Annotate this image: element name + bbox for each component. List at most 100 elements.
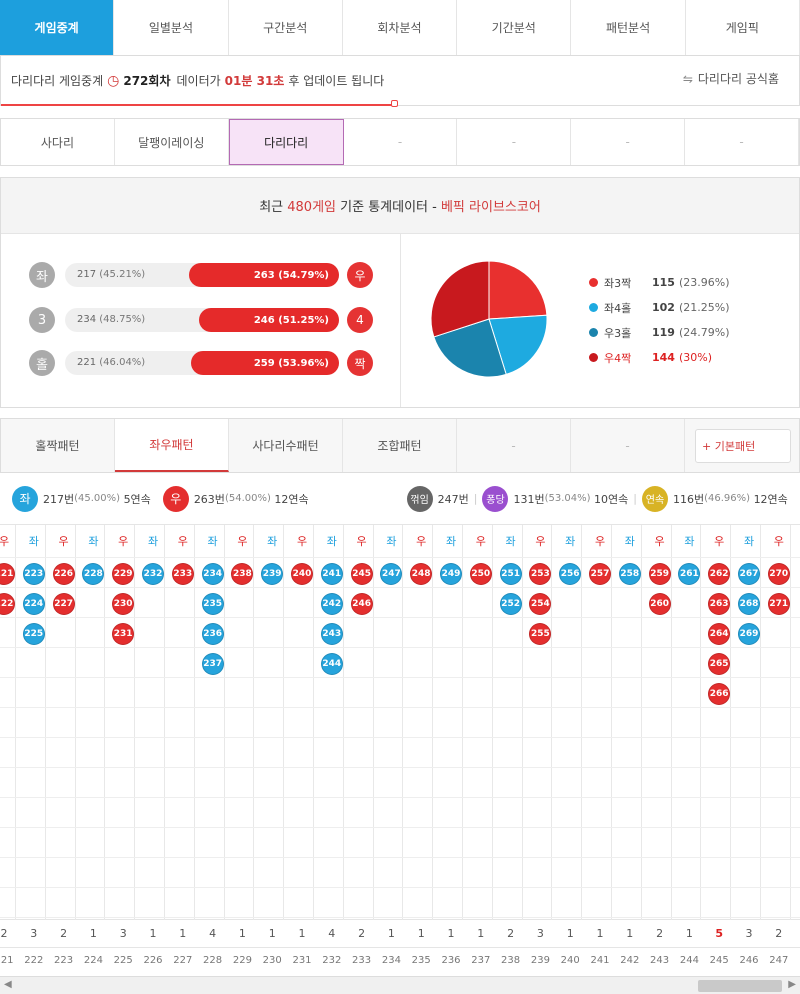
ratio-fill: 263 (54.79%) (188, 263, 339, 287)
round-number: 239 (530, 955, 550, 966)
ptab-leftright[interactable]: 좌우패턴 (115, 419, 229, 472)
round-number: 233 (352, 955, 372, 966)
result-ball: 251 (499, 563, 522, 585)
scroll-right-icon[interactable]: ▶ (788, 979, 796, 990)
ratio-track: 234 (48.75%) 246 (51.25%) (65, 308, 339, 332)
grid-vline (313, 525, 314, 920)
result-ball: 234 (201, 563, 224, 585)
column-header: 우 (356, 535, 367, 548)
round-number: 247 (769, 955, 789, 966)
legend-dot (589, 353, 598, 362)
right-circle: 짝 (347, 350, 373, 376)
column-header: 우 (237, 535, 248, 548)
tab-period[interactable]: 기간분석 (457, 0, 572, 55)
result-ball: 268 (738, 593, 760, 615)
column-header: 좌 (386, 535, 397, 548)
legend-value: 119 (652, 326, 675, 339)
grid-hline (0, 557, 800, 558)
tab-daily[interactable]: 일별분석 (114, 0, 229, 55)
grid-hline (0, 707, 800, 708)
tab-pick[interactable]: 게임픽 (685, 0, 800, 55)
right-circle: 4 (347, 307, 373, 333)
ptab-laddercount[interactable]: 사다리수패턴 (229, 419, 343, 472)
pong-pct: (53.04%) (544, 493, 591, 504)
legend-item: 우4짝 144 (30%) (589, 345, 730, 370)
grid-vline (611, 525, 612, 920)
grid-vline (730, 525, 732, 920)
column-header: 좌 (684, 535, 695, 548)
tab-live[interactable]: 게임중계 (0, 0, 115, 55)
ratio-row: 좌 217 (45.21%) 263 (54.79%) 우 (29, 262, 379, 288)
grid-vline (789, 525, 791, 920)
ptab-empty: - (457, 419, 571, 472)
stat-title: 최근 480게임 기준 통계데이터 - 베픽 라이브스코어 (1, 178, 799, 234)
streak-count: 1 (149, 927, 157, 940)
left-value: 217 (45.21%) (77, 269, 146, 280)
game-tab-snail[interactable]: 달팽이레이싱 (115, 119, 229, 165)
ratio-track: 221 (46.04%) 259 (53.96%) (65, 351, 339, 375)
legend-pct: (30%) (678, 351, 713, 364)
result-ball: 229 (112, 563, 135, 585)
pie-area: 좌3짝 115 (23.96%) 좌4홀 102 (21.25%) 우3홀 119 (24.79… (401, 234, 799, 407)
left-badge-label: 좌 (19, 492, 31, 506)
grid-hline (0, 737, 800, 738)
left-circle: 3 (29, 307, 55, 333)
grid-vline (44, 525, 46, 920)
game-tab-empty: - (344, 119, 458, 165)
ratio-row: 3 234 (48.75%) 246 (51.25%) 4 (29, 307, 379, 333)
column-header: 좌 (326, 535, 337, 548)
round-number: 245 (709, 955, 729, 966)
grid-hline (0, 617, 800, 618)
result-ball: 226 (52, 563, 75, 585)
cont-badge-label: 연속 (645, 495, 665, 506)
horizontal-scrollbar[interactable]: ◀ ▶ (0, 976, 800, 994)
basic-pattern-button[interactable]: + 기본패턴 (695, 429, 791, 463)
cont-badge: 연속 (642, 485, 668, 512)
tab-section[interactable]: 구간분석 (228, 0, 343, 55)
left-badge: 좌 (12, 485, 38, 512)
game-tab-daridari[interactable]: 다리다리 (228, 119, 344, 165)
pong-streak: 10연속 (594, 492, 629, 506)
streak-count: 3 (536, 927, 544, 940)
result-ball: 255 (529, 623, 552, 645)
column-header: 우 (773, 535, 784, 548)
pie-slice (488, 260, 548, 320)
legend-item: 좌3짝 115 (23.96%) (589, 270, 730, 295)
column-header: 우 (58, 535, 69, 548)
tab-pattern[interactable]: 패턴분석 (571, 0, 686, 55)
legend-item: 우3홀 119 (24.79%) (589, 320, 730, 345)
streak-count: 3 (119, 927, 127, 940)
column-header: 우 (177, 535, 188, 548)
round-number: 231 (292, 955, 312, 966)
break-badge: 꺾임 (406, 485, 433, 512)
right-circle: 우 (347, 262, 373, 288)
stat-title-pre: 최근 (259, 200, 284, 215)
legend-value: 144 (652, 351, 675, 364)
official-link[interactable]: ⇋ 다리다리 공식홈 (682, 72, 779, 86)
grid-vline (134, 525, 136, 920)
round-number: 238 (501, 955, 521, 966)
game-tab-sadari[interactable]: 사다리 (1, 119, 115, 165)
streak-count: 1 (268, 927, 276, 940)
legend-dot (589, 328, 598, 337)
ptab-oddeven[interactable]: 홀짝패턴 (1, 419, 115, 472)
grid-vline (581, 525, 583, 920)
grid-hline (0, 887, 800, 888)
tab-round[interactable]: 회차분석 (342, 0, 458, 55)
ptab-combo[interactable]: 조합패턴 (343, 419, 457, 472)
streak-count: 2 (656, 927, 664, 940)
round-number: 232 (322, 955, 342, 966)
pattern-summary: 좌 217번 (45.00%) 5연속 우 263번 (54.00%) 12연속 꺾… (0, 473, 800, 525)
scroll-left-icon[interactable]: ◀ (4, 979, 12, 990)
streak-count: 1 (566, 927, 574, 940)
streak-count: 2 (358, 927, 366, 940)
round-number: 235 (411, 955, 431, 966)
result-ball: 230 (112, 593, 135, 615)
column-header: 좌 (267, 535, 278, 548)
top-tabs: 게임중계 일별분석 구간분석 회차분석 기간분석 패턴분석 게임픽 (0, 0, 800, 56)
pie-slice (488, 314, 548, 376)
result-ball: 258 (618, 563, 641, 585)
legend-value: 102 (652, 301, 675, 314)
scroll-thumb[interactable] (698, 980, 782, 992)
result-ball: 240 (291, 563, 313, 585)
